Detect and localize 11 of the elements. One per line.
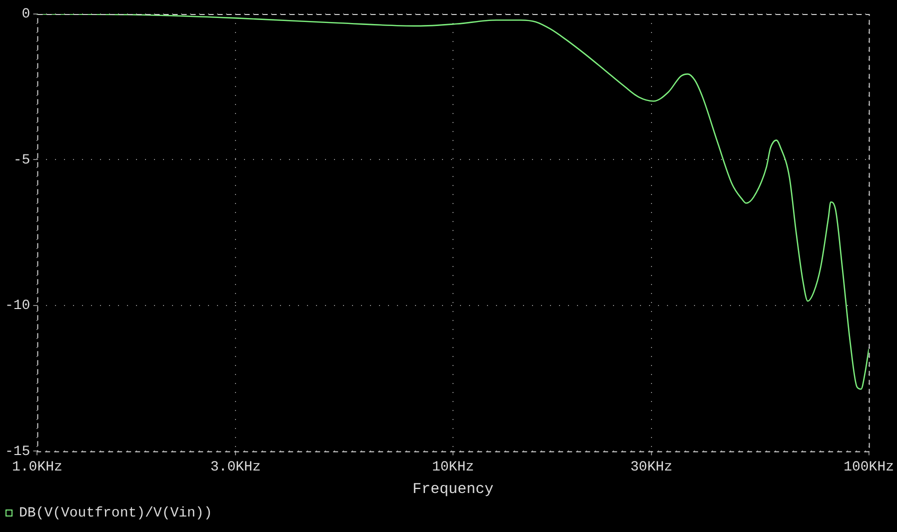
legend-label: DB(V(Voutfront)/V(Vin)) <box>19 506 212 522</box>
x-tick-label: 1.0KHz <box>12 459 62 476</box>
y-tick-label: -10 <box>4 298 30 314</box>
y-tick-label: 0 <box>22 6 30 23</box>
y-tick-label: -15 <box>4 444 30 460</box>
x-tick-label: 100KHz <box>844 459 894 476</box>
y-tick-label: -5 <box>13 152 30 168</box>
x-tick-label: 30KHz <box>630 459 672 476</box>
x-tick-label: 10KHz <box>432 459 474 476</box>
x-axis-title: Frequency <box>412 480 494 498</box>
x-tick-label: 3.0KHz <box>210 459 261 476</box>
